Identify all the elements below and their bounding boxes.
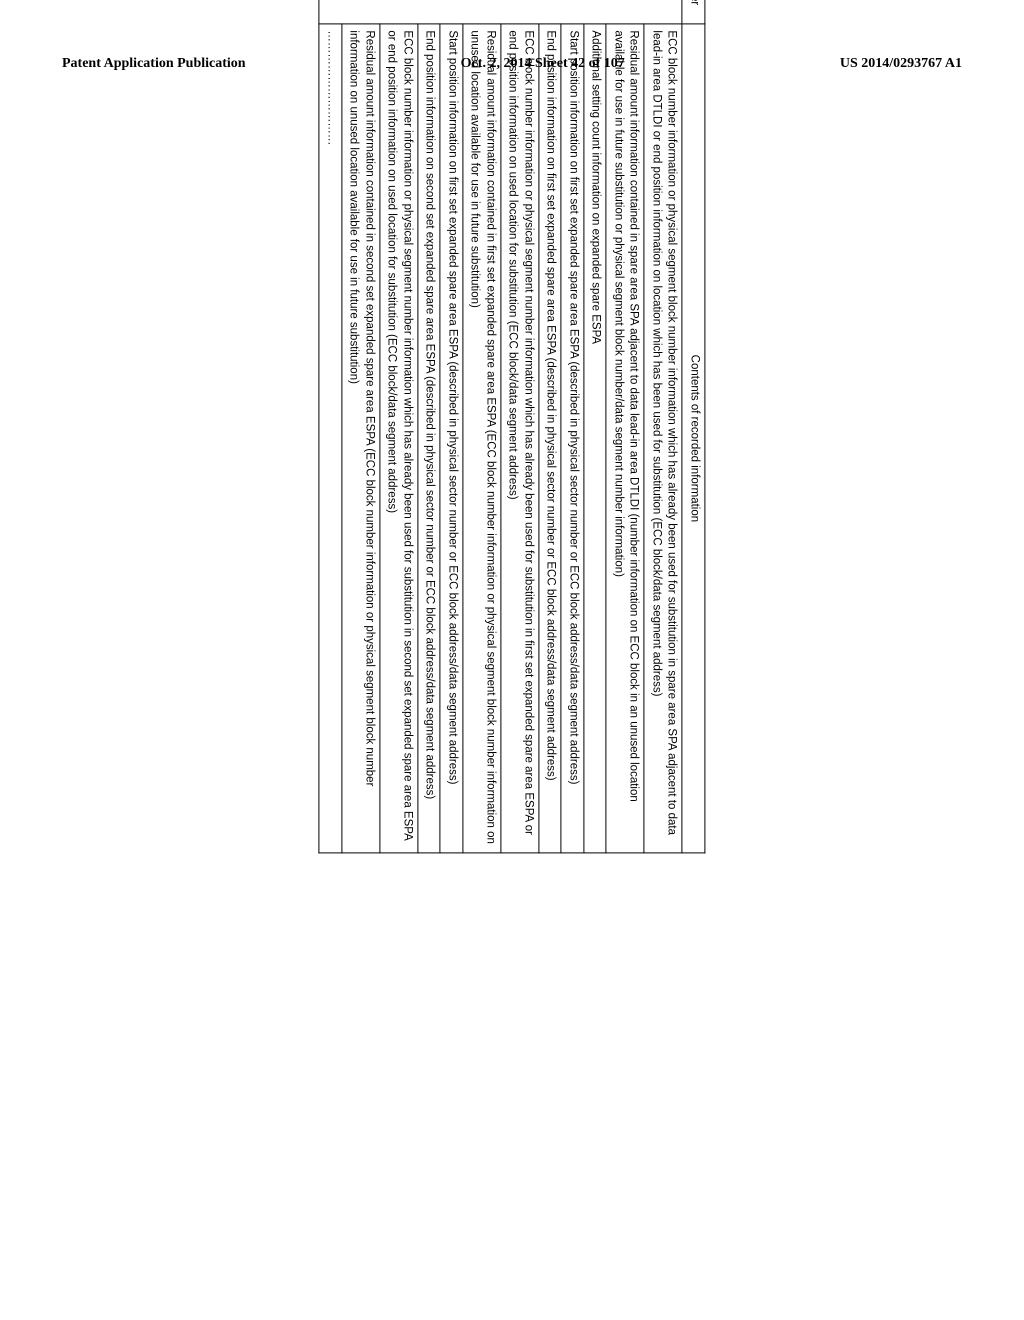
header-left: Patent Application Publication (62, 56, 246, 72)
ellipsis-cell: ………………………… (319, 24, 342, 853)
content-cell: Residual amount information contained in… (463, 24, 501, 853)
table-row: Start position information on first set … (561, 0, 584, 853)
header-contents: Contents of recorded information (682, 24, 705, 853)
table-row: ECC block number information or physical… (380, 0, 418, 853)
content-cell: ECC block number information or physical… (644, 24, 682, 853)
table-row: 5 ECC block number information or physic… (644, 0, 682, 853)
table-row: End position information on second set e… (418, 0, 441, 853)
table-row: Residual amount information contained in… (342, 0, 380, 853)
field-number-cell: 5 (319, 0, 682, 24)
table-header-row: RMD field number Contents of recorded in… (682, 0, 705, 853)
content-cell: Start position information on first set … (561, 24, 584, 853)
content-cell: Residual amount information contained in… (606, 24, 644, 853)
content-cell: Residual amount information contained in… (342, 24, 380, 853)
rmd-table: RMD field number Contents of recorded in… (319, 0, 706, 853)
table-row: Residual amount information contained in… (463, 0, 501, 853)
header-right: US 2014/0293767 A1 (840, 56, 962, 72)
rotated-content: RMD field number Contents of recorded in… (319, 0, 706, 853)
table-row: Start position information on first set … (440, 0, 463, 853)
table-row: Residual amount information contained in… (606, 0, 644, 853)
table-row: ECC block number information or physical… (501, 0, 539, 853)
content-cell: ECC block number information or physical… (380, 24, 418, 853)
content-cell: Start position information on first set … (440, 24, 463, 853)
content-cell: End position information on first set ex… (539, 24, 562, 853)
header-field: RMD field number (682, 0, 705, 24)
table-row: ………………………… (319, 0, 342, 853)
content-cell: ECC block number information or physical… (501, 24, 539, 853)
content-cell: End position information on second set e… (418, 24, 441, 853)
table-row: End position information on first set ex… (539, 0, 562, 853)
content-cell: Additional setting count information on … (584, 24, 607, 853)
table-row: Additional setting count information on … (584, 0, 607, 853)
